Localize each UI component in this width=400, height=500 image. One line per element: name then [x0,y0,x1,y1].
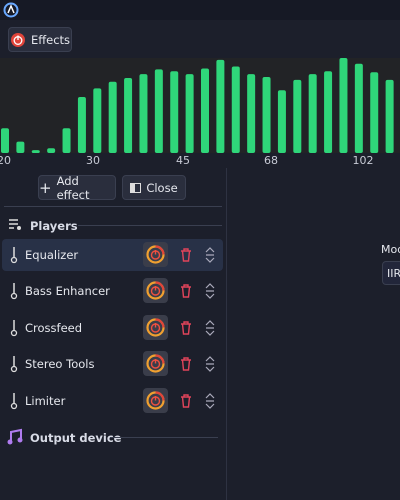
effect-label: Crossfeed [25,320,83,335]
frequency-label: 68 [264,154,278,167]
plugin-icon [10,283,18,300]
toggle-button[interactable] [143,314,168,340]
spectrum-bar [77,96,86,153]
spectrum-bar [16,141,25,153]
spectrum-bar [154,69,163,153]
toggle-button[interactable] [143,242,168,267]
spectrum-bar [93,88,102,153]
spectrum-bar [354,63,363,154]
spectrum: 20 30 45 68 102 [0,58,400,168]
spectrum-bar [308,74,317,153]
spectrum-bar [1,128,9,153]
delete-button[interactable] [180,248,192,262]
header-bar: Effects [0,20,400,58]
spectrum-bar [216,59,225,153]
spectrum-bar [201,68,209,153]
spectrum-bar [231,66,240,153]
spectrum-bar [262,77,271,153]
power-icon [10,32,25,47]
frequency-label: 45 [176,154,190,167]
drag-handle[interactable] [205,356,215,373]
spectrum-bar [339,58,348,153]
delete-button[interactable] [180,393,192,408]
toggle-button[interactable] [143,278,168,304]
delete-button[interactable] [180,357,192,371]
drag-handle[interactable] [205,392,215,409]
power-icon [146,281,165,300]
spectrum-bar [324,71,333,153]
toggle-button[interactable] [143,387,168,413]
effect-label: Stereo Tools [25,357,95,372]
frequency-label: 102 [353,154,374,167]
effect-row[interactable]: Equalizer [2,239,223,271]
effect-label: Equalizer [25,248,79,262]
close-icon [130,182,142,193]
output-title: Output device [30,431,122,445]
spectrum-bar [47,148,56,153]
power-icon [146,354,165,373]
add-effect-label: Add effect [56,173,90,202]
mode-dropdown[interactable]: IIR [382,261,400,285]
mode-label: Mod [381,243,400,256]
close-button[interactable]: Close [122,175,186,200]
effects-button[interactable]: Effects [8,27,72,52]
spectrum-bar [31,150,40,153]
plugin-icon [10,319,18,336]
frequency-label: 20 [0,154,11,167]
title-bar [0,0,400,20]
effect-row[interactable]: Limiter [2,385,223,417]
effect-label: Limiter [25,393,66,408]
power-icon [146,390,165,410]
spectrum-bar [124,77,133,153]
divider [78,225,222,226]
toggle-button[interactable] [143,351,168,377]
output-icon [7,428,23,445]
effect-row[interactable]: Stereo Tools [2,348,223,380]
spectrum-bar [62,128,71,153]
divider [4,206,222,207]
plugin-icon [10,356,18,373]
power-icon [146,318,165,337]
delete-button[interactable] [180,284,192,299]
frequency-label: 30 [86,154,100,167]
spectrum-bar [293,79,302,153]
close-label: Close [146,180,178,195]
spectrum-bar [139,74,148,153]
add-effect-button[interactable]: + Add effect [38,173,116,202]
effect-row[interactable]: Crossfeed [2,312,223,344]
drag-handle[interactable] [205,283,215,300]
spectrum-bar [108,81,117,153]
spectrum-bar [277,90,286,153]
effect-row[interactable]: Bass Enhancer [2,275,223,307]
players-icon [9,219,21,230]
effects-label: Effects [30,32,71,47]
plugin-icon [10,247,18,264]
plugin-icon [10,392,18,409]
panel-divider [226,168,227,500]
app-icon [3,2,19,18]
delete-button[interactable] [180,321,192,335]
spectrum-bar [370,72,379,153]
players-title: Players [30,219,78,233]
spectrum-bar [247,74,256,153]
drag-handle[interactable] [205,247,215,263]
divider [110,437,218,438]
spectrum-bar [170,71,179,153]
drag-handle[interactable] [205,319,215,336]
spectrum-bar [385,79,394,153]
sidebar: + Add effect Close Players Equalizer Bass … [0,168,226,500]
power-icon [146,245,165,264]
effect-label: Bass Enhancer [25,284,110,299]
spectrum-bar [185,74,194,153]
